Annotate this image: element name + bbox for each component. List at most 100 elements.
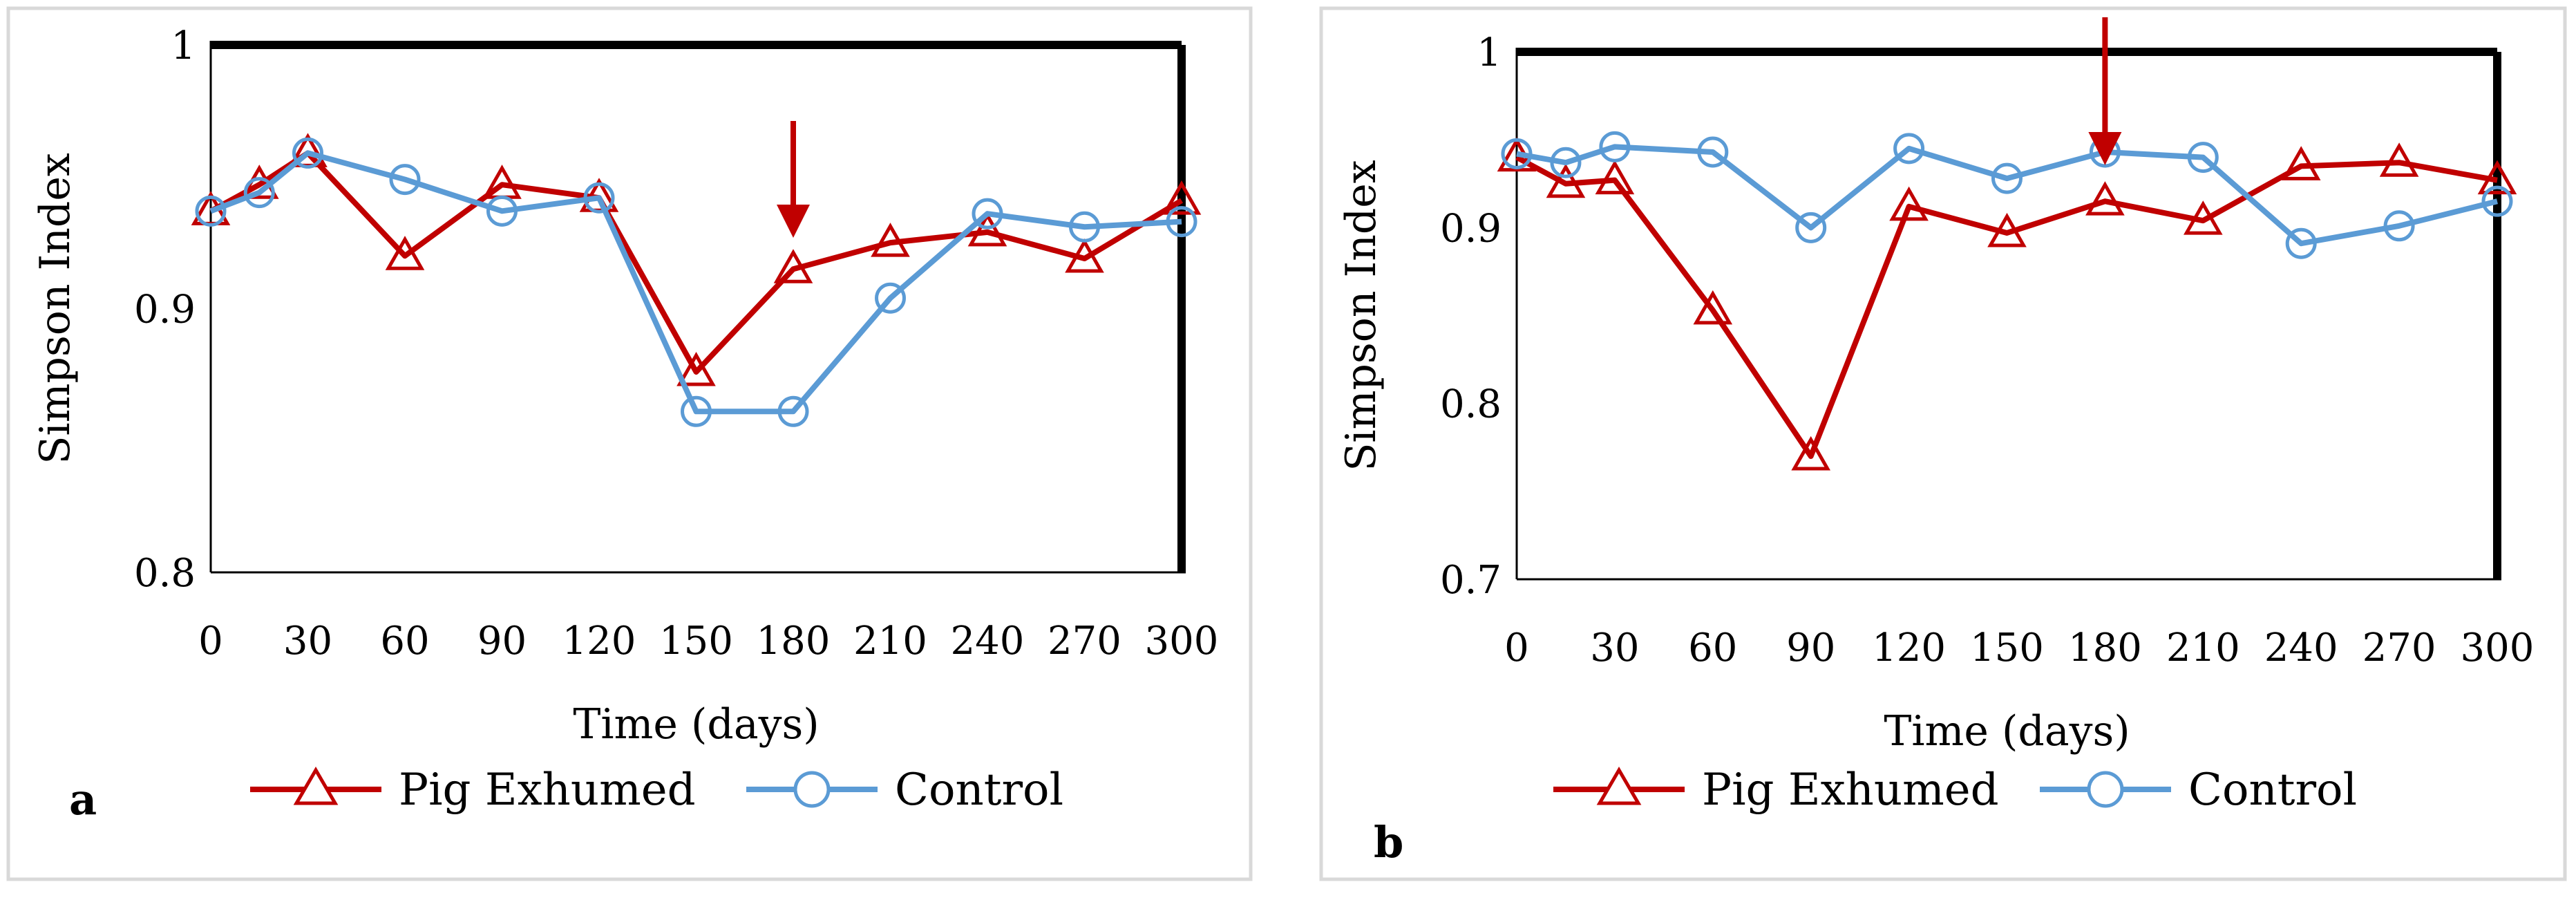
legend-label: Control xyxy=(2188,765,2357,816)
y-axis-title: Simpson Index xyxy=(1337,160,1385,471)
data-point xyxy=(2085,181,2125,216)
x-tick-label: 0 xyxy=(198,619,223,664)
y-tick-label: 0.9 xyxy=(134,288,196,332)
x-tick-label: 120 xyxy=(562,619,636,664)
panel-label: b xyxy=(1374,817,1403,868)
data-point xyxy=(385,236,425,270)
legend-entry: Control xyxy=(746,765,1063,816)
x-tick-label: 300 xyxy=(2461,626,2535,671)
data-point xyxy=(1791,435,1831,471)
data-point xyxy=(1550,147,1582,178)
series-line xyxy=(1515,155,2498,459)
x-tick-label: 0 xyxy=(1504,626,1529,671)
x-tick-label: 60 xyxy=(380,619,429,664)
data-point xyxy=(1069,211,1100,243)
series-control xyxy=(1501,131,2513,259)
x-tick-label: 120 xyxy=(1872,626,1946,671)
y-tick-label: 0.9 xyxy=(1440,206,1502,251)
x-tick-label: 240 xyxy=(951,619,1025,664)
data-point xyxy=(1599,131,1631,162)
data-point xyxy=(1893,133,1925,165)
x-tick-label: 270 xyxy=(1048,619,1121,664)
data-point xyxy=(681,395,712,427)
legend-label: Pig Exhumed xyxy=(399,765,696,816)
legend-marker xyxy=(793,771,831,808)
data-point xyxy=(972,198,1003,229)
data-point xyxy=(2187,142,2219,174)
legend-entry: Control xyxy=(2040,765,2357,816)
x-tick-label: 150 xyxy=(1970,626,2044,671)
x-tick-label: 90 xyxy=(477,619,527,664)
legend-marker xyxy=(1596,767,1642,805)
panel-label: a xyxy=(69,774,97,825)
x-tick-label: 210 xyxy=(853,619,927,664)
data-point xyxy=(1065,238,1104,273)
series-pig-exhumed xyxy=(1497,137,2517,471)
x-tick-label: 270 xyxy=(2362,626,2436,671)
data-point xyxy=(1889,186,1929,221)
panel-frame xyxy=(1319,6,2567,881)
data-point xyxy=(676,352,716,386)
legend-label: Pig Exhumed xyxy=(1702,765,1999,816)
x-tick-label: 300 xyxy=(1145,619,1219,664)
x-tick-label: 240 xyxy=(2264,626,2338,671)
x-tick-label: 30 xyxy=(1590,626,1639,671)
data-point xyxy=(1987,212,2027,247)
data-point xyxy=(1546,163,1586,198)
x-axis-title: Time (days) xyxy=(573,700,819,749)
x-axis-title: Time (days) xyxy=(1884,707,2130,756)
data-point xyxy=(486,195,518,227)
y-axis-title: Simpson Index xyxy=(31,153,79,464)
data-point xyxy=(2477,160,2517,195)
x-tick-label: 90 xyxy=(1786,626,1835,671)
data-point xyxy=(773,249,813,283)
data-point xyxy=(1595,160,1635,195)
x-tick-label: 180 xyxy=(757,619,831,664)
legend-marker xyxy=(2087,771,2124,808)
data-point xyxy=(1693,290,1733,325)
data-point xyxy=(875,282,906,314)
series-pig-exhumed xyxy=(191,133,1202,386)
series-control xyxy=(195,137,1197,427)
y-tick-label: 0.8 xyxy=(1440,382,1502,427)
data-point xyxy=(1991,162,2023,194)
data-point xyxy=(1795,212,1827,243)
series-line xyxy=(209,150,1182,415)
legend-marker xyxy=(293,767,339,805)
data-point xyxy=(1166,206,1197,238)
data-point xyxy=(195,195,227,227)
series-line xyxy=(1516,144,2498,247)
chart-panel-a: 0.8 0.9 1 0 30 60 90 120 150 180 210 240 270 300 Time … xyxy=(6,6,1253,881)
data-point xyxy=(292,137,323,169)
x-tick-label: 60 xyxy=(1688,626,1737,671)
data-point xyxy=(777,395,809,427)
legend-label: Control xyxy=(895,765,1063,816)
chart-panel-b: 0.7 0.8 0.9 1 0 30 60 90 120 150 180 210 240 270 300 Ti… xyxy=(1319,6,2567,881)
x-tick-label: 150 xyxy=(659,619,733,664)
x-tick-label: 30 xyxy=(283,619,332,664)
series-line xyxy=(209,150,1184,375)
data-point xyxy=(871,223,910,257)
data-point xyxy=(1697,136,1729,168)
data-point xyxy=(389,164,421,196)
data-point xyxy=(583,182,615,214)
y-tick-label: 0.7 xyxy=(1440,558,1502,603)
panel-frame xyxy=(6,6,1253,881)
data-point xyxy=(967,212,1007,247)
data-point xyxy=(2285,227,2317,259)
data-point xyxy=(2379,142,2419,177)
data-point xyxy=(2281,146,2321,180)
legend-entry: Pig Exhumed xyxy=(1553,765,1999,816)
data-point xyxy=(2183,200,2223,235)
legend-entry: Pig Exhumed xyxy=(250,765,696,816)
y-tick-label: 0.8 xyxy=(134,551,196,596)
y-tick-label: 1 xyxy=(1477,30,1502,75)
data-point xyxy=(2481,185,2513,217)
data-point xyxy=(1162,180,1202,215)
data-point xyxy=(2383,210,2415,242)
y-tick-label: 1 xyxy=(171,24,196,68)
x-tick-label: 180 xyxy=(2068,626,2142,671)
x-tick-label: 210 xyxy=(2166,626,2240,671)
data-point xyxy=(243,177,275,209)
